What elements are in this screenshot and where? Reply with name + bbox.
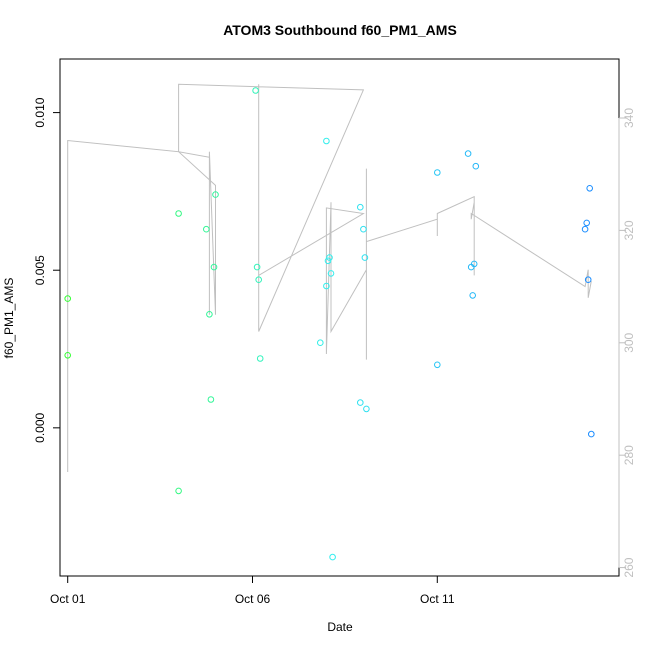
x-axis-label: Date [327, 620, 353, 634]
data-point [253, 263, 261, 271]
data-point [586, 185, 594, 192]
data-point [469, 292, 477, 299]
data-point [175, 210, 182, 217]
data-point [588, 430, 595, 438]
x-tick-label: Oct 11 [420, 592, 455, 606]
data-point [207, 396, 215, 403]
data-point [326, 254, 333, 261]
data-point [206, 311, 213, 318]
data-point [323, 137, 330, 145]
secondary-line-path [67, 83, 592, 472]
data-point [256, 355, 264, 362]
y-axis-label: f60_PM1_AMS [2, 278, 16, 359]
data-point [361, 254, 369, 261]
y2-tick-label: 320 [622, 220, 636, 240]
y2-tick-label: 300 [622, 332, 636, 352]
data-point [581, 225, 589, 233]
data-point [357, 399, 364, 406]
data-point [175, 487, 182, 495]
data-point [64, 295, 71, 302]
x-axis: Oct 01 Oct 06 Oct 11 [50, 575, 455, 606]
data-point [434, 361, 441, 369]
data-point [357, 203, 364, 211]
secondary-series-line [67, 83, 592, 472]
y-axis: 0.000 0.005 0.010 [33, 97, 61, 443]
data-point [583, 219, 591, 227]
data-point [584, 276, 592, 284]
data-point [464, 150, 472, 157]
y2-axis: 260 280 300 320 340 [618, 108, 636, 578]
y2-tick-label: 340 [622, 108, 636, 128]
data-point [255, 276, 263, 284]
scatter-points [64, 87, 595, 561]
data-point [324, 257, 332, 265]
y-tick-label: 0.005 [33, 255, 47, 285]
data-point [329, 553, 336, 561]
y2-tick-label: 260 [622, 557, 636, 577]
y-tick-label: 0.010 [33, 97, 47, 127]
chart-title: ATOM3 Southbound f60_PM1_AMS [223, 22, 457, 38]
data-point [434, 169, 441, 176]
x-tick-label: Oct 01 [50, 592, 86, 606]
data-point [363, 405, 370, 413]
data-point [203, 225, 210, 233]
y-tick-label: 0.000 [33, 412, 47, 442]
y2-tick-label: 280 [622, 445, 636, 465]
data-point [327, 270, 335, 277]
data-point [360, 225, 367, 233]
x-tick-label: Oct 06 [235, 592, 271, 606]
data-point [323, 282, 330, 290]
data-point [64, 352, 71, 359]
data-point [317, 339, 324, 347]
data-point [210, 263, 218, 271]
data-point [472, 162, 480, 170]
data-point [470, 260, 478, 268]
data-point [252, 87, 259, 94]
data-point [212, 191, 219, 198]
